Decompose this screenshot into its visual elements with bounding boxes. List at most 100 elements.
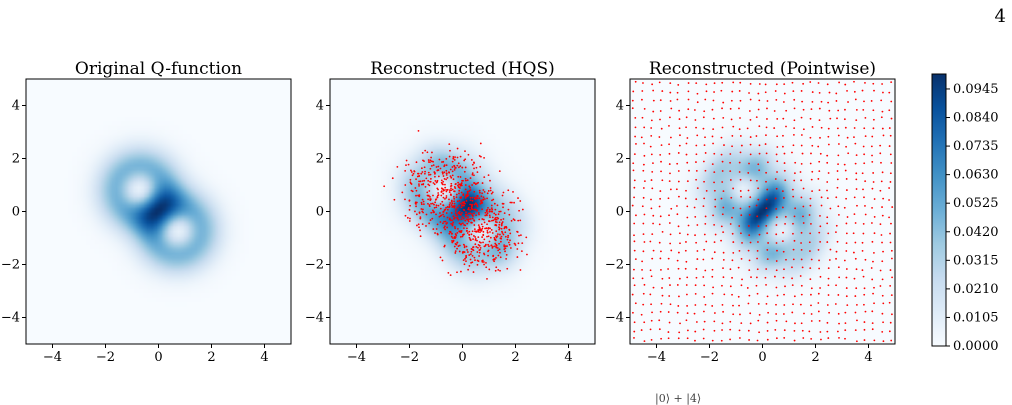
sample-point bbox=[686, 329, 689, 332]
sample-point bbox=[453, 225, 456, 228]
sample-point bbox=[449, 149, 451, 152]
sample-point bbox=[732, 207, 735, 209]
sample-point bbox=[432, 164, 435, 167]
sample-point bbox=[782, 134, 784, 137]
sample-point bbox=[775, 224, 778, 226]
sample-point bbox=[792, 303, 794, 306]
sample-point bbox=[693, 109, 696, 111]
sample-point bbox=[518, 209, 520, 212]
sample-point bbox=[651, 311, 653, 314]
sample-point bbox=[872, 82, 875, 85]
sample-point bbox=[652, 89, 655, 92]
sample-point bbox=[410, 189, 413, 192]
sample-point bbox=[765, 207, 768, 210]
sample-point bbox=[502, 233, 505, 236]
sample-point bbox=[757, 319, 760, 322]
sample-point bbox=[862, 108, 865, 111]
x-tick-label: −4 bbox=[647, 350, 666, 365]
sample-point bbox=[802, 82, 805, 85]
sample-point bbox=[461, 233, 464, 236]
sample-point bbox=[852, 251, 855, 254]
sample-point bbox=[459, 235, 462, 238]
sample-point bbox=[419, 180, 422, 183]
sample-point bbox=[642, 163, 645, 166]
sample-point bbox=[465, 245, 468, 248]
sample-point bbox=[451, 188, 454, 191]
sample-point bbox=[461, 222, 464, 225]
sample-point bbox=[484, 211, 487, 214]
sample-point bbox=[739, 135, 742, 137]
sample-point bbox=[758, 331, 761, 334]
sample-point bbox=[890, 81, 893, 84]
sample-point bbox=[873, 286, 875, 289]
sample-point bbox=[498, 228, 501, 231]
sample-point bbox=[660, 337, 663, 340]
sample-point bbox=[766, 188, 769, 191]
sample-point bbox=[854, 295, 857, 297]
sample-point bbox=[634, 116, 637, 119]
sample-point bbox=[450, 235, 453, 238]
sample-point bbox=[652, 214, 655, 217]
sample-point bbox=[702, 258, 705, 261]
sample-point bbox=[855, 119, 858, 121]
sample-point bbox=[819, 275, 822, 278]
sample-point bbox=[440, 181, 443, 184]
sample-point bbox=[766, 107, 768, 110]
sample-point bbox=[491, 199, 493, 202]
sample-point bbox=[678, 118, 681, 120]
sample-point bbox=[809, 250, 811, 252]
sample-point bbox=[864, 205, 866, 207]
sample-point bbox=[765, 224, 768, 227]
sample-point bbox=[405, 164, 407, 167]
sample-point bbox=[747, 225, 750, 227]
sample-point bbox=[722, 267, 724, 270]
sample-point bbox=[404, 169, 407, 172]
sample-point bbox=[473, 167, 475, 170]
sample-point bbox=[889, 284, 892, 287]
sample-point bbox=[889, 321, 892, 324]
sample-point bbox=[445, 169, 448, 172]
sample-point bbox=[731, 135, 734, 137]
sample-point bbox=[462, 227, 465, 230]
sample-point bbox=[670, 249, 673, 252]
sample-point bbox=[676, 91, 679, 94]
sample-point bbox=[428, 222, 431, 225]
sample-point bbox=[758, 233, 761, 236]
sample-point bbox=[641, 205, 644, 208]
sample-point bbox=[513, 242, 516, 245]
sample-point bbox=[471, 213, 473, 215]
sample-point bbox=[642, 233, 645, 236]
sample-point bbox=[748, 162, 750, 165]
sample-point bbox=[702, 276, 705, 278]
sample-point bbox=[782, 231, 784, 234]
sample-point bbox=[424, 186, 427, 188]
sample-point bbox=[713, 171, 716, 174]
sample-point bbox=[748, 234, 751, 237]
sample-point bbox=[442, 204, 445, 207]
sample-point bbox=[435, 166, 438, 168]
sample-point bbox=[633, 179, 636, 182]
sample-point bbox=[695, 169, 698, 172]
sample-point bbox=[843, 259, 846, 262]
sample-point bbox=[418, 212, 421, 214]
sample-point bbox=[449, 175, 452, 177]
sample-point bbox=[650, 275, 653, 278]
sample-point bbox=[871, 322, 874, 325]
sample-point bbox=[755, 204, 758, 207]
sample-point bbox=[773, 127, 776, 129]
y-tick-label: 0 bbox=[12, 205, 20, 220]
sample-point bbox=[845, 250, 848, 252]
sample-point bbox=[880, 161, 882, 164]
sample-point bbox=[526, 253, 528, 256]
sample-point bbox=[828, 91, 831, 94]
sample-point bbox=[455, 193, 458, 196]
sample-point bbox=[677, 305, 680, 307]
sample-point bbox=[642, 169, 645, 172]
sample-point bbox=[881, 206, 883, 208]
sample-point bbox=[855, 178, 858, 181]
sample-point bbox=[774, 275, 776, 278]
sample-point bbox=[819, 331, 822, 333]
sample-point bbox=[465, 254, 468, 257]
sample-point bbox=[739, 151, 742, 154]
sample-point bbox=[890, 100, 893, 103]
